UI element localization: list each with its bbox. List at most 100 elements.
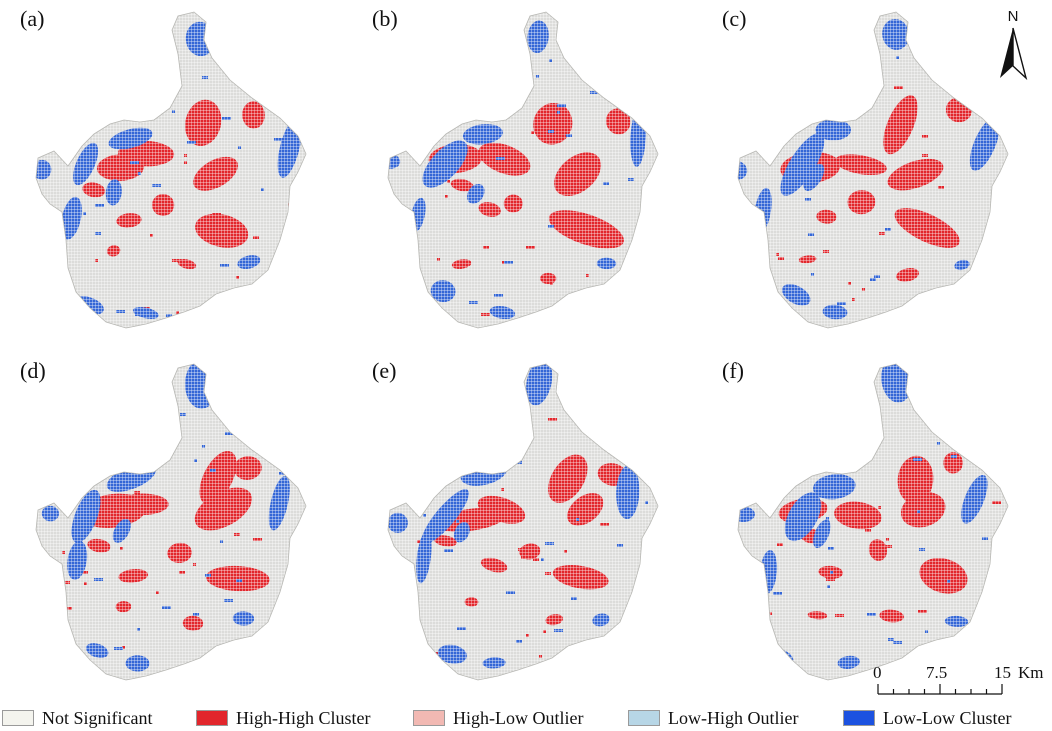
low-low-cluster-area (785, 481, 794, 484)
panel-label: (f) (722, 358, 744, 383)
study-area-outline (35, 11, 307, 329)
high-high-cluster-area (652, 207, 658, 210)
lisa-cluster-map (737, 363, 1009, 681)
low-low-cluster-area (447, 60, 456, 63)
high-high-cluster-area (625, 280, 631, 283)
low-low-cluster-area (975, 77, 981, 80)
high-high-cluster-area (779, 110, 788, 113)
map-panel-b: (b) (372, 8, 702, 343)
high-high-cluster-area (579, 68, 588, 71)
panel-label: (b) (372, 6, 398, 31)
high-high-cluster-area (277, 306, 280, 309)
low-low-cluster-area (420, 152, 426, 155)
lisa-cluster-map (387, 11, 659, 329)
high-high-cluster-area (986, 117, 989, 120)
high-high-cluster-area (998, 469, 1007, 472)
legend-swatch (196, 710, 228, 726)
high-high-cluster-area (999, 605, 1008, 608)
low-low-cluster-area (614, 77, 620, 80)
high-high-cluster-area (628, 627, 637, 630)
high-high-cluster-area (992, 608, 1001, 611)
legend-item-not-significant: Not Significant (2, 706, 153, 730)
map-panel-e: (e) (372, 360, 702, 695)
high-high-cluster-area (407, 71, 410, 74)
low-low-cluster-area (998, 190, 1007, 193)
map-panel-a: (a) (20, 8, 350, 343)
high-high-cluster-area (297, 57, 306, 60)
scale-tick-mid: 7.5 (926, 663, 948, 682)
study-area-outline (737, 363, 1009, 681)
low-low-cluster-area (637, 638, 646, 641)
high-high-cluster-area (621, 455, 630, 458)
low-low-cluster-area (951, 287, 954, 290)
legend-swatch (2, 710, 34, 726)
low-low-cluster-area (935, 55, 938, 58)
panel-label: (d) (20, 358, 46, 383)
low-low-cluster-area (252, 427, 255, 430)
legend-label: High-High Cluster (236, 707, 371, 728)
low-low-cluster-area (801, 67, 810, 70)
high-high-cluster-area (127, 93, 133, 96)
low-low-cluster-area (82, 127, 88, 130)
scale-unit: Km (1018, 663, 1044, 682)
high-high-cluster-area (447, 124, 456, 127)
low-low-cluster-area (119, 455, 128, 458)
high-high-cluster-area (846, 415, 852, 418)
low-low-cluster-area (780, 306, 789, 309)
low-low-cluster-area (935, 431, 938, 434)
scale-bar: 0 7.5 15 Km (860, 664, 1052, 704)
legend-label: Not Significant (42, 707, 153, 728)
low-low-cluster-area (615, 289, 624, 292)
north-arrow-icon (1000, 27, 1028, 81)
high-high-cluster-area (409, 606, 418, 609)
panel-label: (a) (20, 6, 45, 31)
high-high-cluster-area (88, 443, 97, 446)
low-low-cluster-area (130, 456, 139, 459)
low-low-cluster-area (64, 144, 67, 147)
low-low-cluster-area (765, 96, 771, 99)
map-panel-c: (c) (722, 8, 1052, 343)
high-high-cluster-area (91, 478, 100, 481)
high-high-cluster-area (235, 71, 238, 74)
low-low-cluster-area (758, 443, 764, 446)
legend-label: High-Low Outlier (453, 707, 584, 728)
lisa-cluster-map (387, 363, 659, 681)
high-high-cluster-area (126, 97, 129, 100)
high-high-cluster-area (998, 657, 1001, 660)
study-area-outline (387, 11, 659, 329)
lisa-cluster-map (737, 11, 1009, 329)
legend-swatch (843, 710, 875, 726)
low-low-cluster-area (415, 505, 418, 508)
high-high-cluster-area (463, 50, 466, 53)
scale-tick-0: 0 (873, 663, 882, 682)
legend-label: Low-High Outlier (668, 707, 799, 728)
high-high-cluster-area (807, 413, 813, 416)
low-low-cluster-area (784, 92, 790, 95)
north-arrow: N (996, 8, 1030, 84)
high-high-cluster-area (580, 292, 589, 295)
study-area-outline (737, 11, 1009, 329)
high-high-cluster-area (298, 611, 306, 614)
low-low-cluster-area (910, 318, 919, 321)
legend-item-low-low: Low-Low Cluster (843, 706, 1011, 730)
high-high-cluster-area (860, 80, 869, 83)
low-low-cluster-area (649, 648, 658, 651)
high-high-cluster-area (294, 76, 300, 79)
legend: Not Significant High-High Cluster High-L… (0, 706, 1052, 730)
high-high-cluster-area (407, 99, 413, 102)
study-area-outline (35, 363, 307, 681)
high-high-cluster-area (421, 412, 427, 415)
low-low-cluster-area (299, 655, 305, 658)
low-low-cluster-area (94, 451, 100, 454)
low-low-cluster-area (461, 80, 467, 83)
legend-label: Low-Low Cluster (883, 707, 1012, 728)
low-low-cluster-area (455, 86, 461, 89)
low-low-cluster-area (432, 455, 441, 458)
study-area-outline (387, 363, 659, 681)
low-low-cluster-area (294, 51, 303, 54)
low-low-cluster-area (818, 402, 821, 405)
legend-swatch (628, 710, 660, 726)
legend-item-low-high: Low-High Outlier (628, 706, 798, 730)
low-low-cluster-area (874, 435, 877, 438)
high-high-cluster-area (488, 54, 491, 57)
